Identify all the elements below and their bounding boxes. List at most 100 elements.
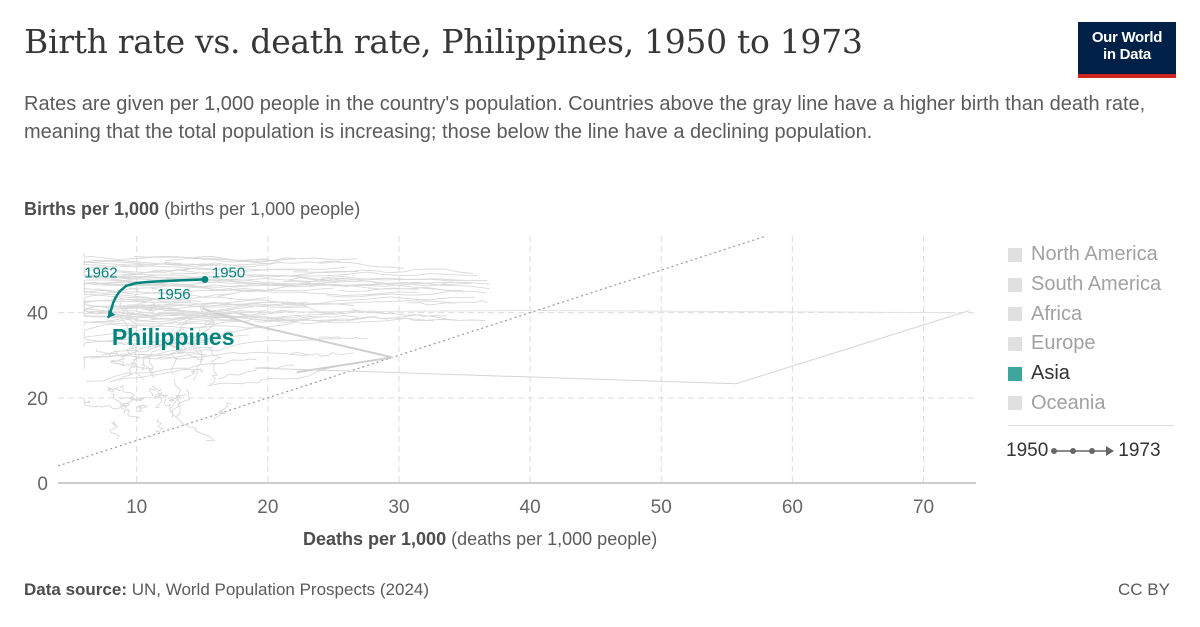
background-trajectory: [83, 262, 183, 270]
x-axis-label-main: Deaths per 1,000: [303, 529, 447, 549]
legend-swatch: [1008, 336, 1022, 351]
background-trajectory: [254, 315, 324, 323]
background-trajectory: [162, 310, 957, 314]
background-trajectory: [83, 316, 197, 340]
background-trajectory: [105, 300, 457, 309]
license-link[interactable]: CC BY: [1118, 580, 1170, 599]
x-tick-label: 60: [782, 497, 803, 518]
background-trajectory: [109, 421, 120, 440]
background-trajectory: [169, 272, 342, 283]
legend-label: South America: [1031, 273, 1162, 296]
background-trajectory: [190, 320, 215, 381]
legend-item-oceania[interactable]: Oceania: [1008, 388, 1161, 418]
legend-item-europe[interactable]: Europe: [1008, 329, 1161, 359]
other-countries-trajectories: [83, 252, 491, 441]
background-trajectory: [83, 281, 286, 288]
data-source: Data source: UN, World Population Prospe…: [24, 580, 429, 600]
births-equal-deaths-line: [57, 235, 767, 467]
timeline-start-year: 1950: [1006, 440, 1049, 461]
background-trajectory: [225, 299, 361, 315]
background-trajectory: [158, 289, 419, 297]
background-trajectory: [164, 261, 276, 267]
background-trajectory: [186, 353, 204, 363]
data-source-label: Data source:: [24, 580, 127, 599]
background-trajectory: [83, 398, 121, 410]
background-trajectory: [173, 379, 182, 417]
legend-divider: [1008, 425, 1174, 426]
x-tick-label: 50: [651, 497, 672, 518]
background-trajectory: [168, 394, 187, 402]
legend-item-africa[interactable]: Africa: [1008, 299, 1161, 329]
x-axis-label-unit: (deaths per 1,000 people): [446, 529, 658, 549]
legend-item-asia[interactable]: Asia: [1008, 359, 1161, 389]
legend-item-south-america[interactable]: South America: [1008, 270, 1161, 300]
owid-logo[interactable]: Our World in Data: [1078, 22, 1176, 78]
background-trajectory: [326, 290, 451, 298]
background-trajectory: [83, 259, 281, 267]
y-tick-label: 0: [37, 474, 48, 495]
legend-swatch: [1008, 307, 1022, 322]
background-trajectory: [124, 317, 138, 344]
timeline-arrow-icon: [1051, 446, 1115, 456]
background-trajectory: [168, 399, 216, 441]
y-axis-label-unit: (births per 1,000 people): [159, 199, 361, 219]
background-trajectory: [83, 319, 240, 326]
chart-subtitle: Rates are given per 1,000 people in the …: [24, 93, 1146, 143]
legend-swatch: [1008, 277, 1022, 292]
background-trajectory: [293, 268, 474, 275]
chart-title: Birth rate vs. death rate, Philippines, …: [24, 22, 863, 61]
logo-line-2: in Data: [1103, 46, 1151, 63]
legend-label: Europe: [1031, 332, 1096, 355]
legend-label: Asia: [1031, 362, 1070, 385]
background-trajectory: [213, 402, 232, 420]
legend-label: Africa: [1031, 302, 1083, 325]
philippines-start-point: [201, 275, 209, 283]
background-trajectory: [110, 393, 140, 419]
x-tick-label: 20: [257, 497, 278, 518]
background-trajectory: [116, 271, 349, 288]
background-trajectory: [120, 397, 148, 402]
year-label-1956: 1956: [157, 286, 190, 303]
legend-swatch: [1008, 396, 1022, 411]
background-trajectory: [164, 257, 358, 263]
logo-line-1: Our World: [1091, 29, 1163, 46]
background-trajectory: [169, 351, 179, 375]
data-source-text: UN, World Population Prospects (2024): [126, 580, 430, 599]
background-trajectory: [254, 310, 970, 385]
background-trajectory: [245, 271, 477, 278]
legend-item-north-america[interactable]: North America: [1008, 240, 1161, 270]
background-trajectory: [169, 340, 192, 349]
background-trajectory: [115, 267, 308, 278]
background-trajectory: [115, 296, 229, 306]
legend-label: Oceania: [1031, 391, 1106, 414]
background-trajectory: [318, 336, 368, 340]
x-tick-label: 10: [126, 497, 147, 518]
background-trajectory: [217, 278, 347, 297]
background-trajectory: [118, 362, 138, 381]
legend-label: North America: [1031, 243, 1158, 266]
background-trajectory: [132, 338, 341, 361]
background-trajectory: [406, 300, 488, 306]
background-trajectory: [138, 330, 234, 357]
background-trajectory: [290, 351, 354, 357]
y-axis-label: Births per 1,000 (births per 1,000 peopl…: [24, 199, 360, 220]
y-axis-label-main: Births per 1,000: [24, 199, 160, 219]
year-label-1962: 1962: [84, 264, 117, 281]
legend-swatch: [1008, 366, 1022, 381]
background-trajectory: [102, 276, 491, 287]
background-trajectory: [83, 299, 202, 304]
x-axis-label: Deaths per 1,000 (deaths per 1,000 peopl…: [303, 529, 657, 550]
background-trajectory: [133, 255, 340, 264]
background-trajectory: [157, 388, 172, 408]
x-tick-label: 70: [913, 497, 934, 518]
background-trajectory: [83, 335, 194, 347]
series-label-philippines: Philippines: [112, 324, 235, 350]
background-trajectory: [136, 405, 148, 412]
background-trajectory: [197, 281, 419, 290]
background-trajectory: [123, 299, 146, 316]
background-trajectory: [118, 360, 155, 375]
region-legend: North America South America Africa Europ…: [1008, 240, 1161, 418]
x-tick-label: 40: [520, 497, 541, 518]
philippines-end-arrow: [107, 309, 116, 318]
background-trajectory: [196, 257, 297, 263]
